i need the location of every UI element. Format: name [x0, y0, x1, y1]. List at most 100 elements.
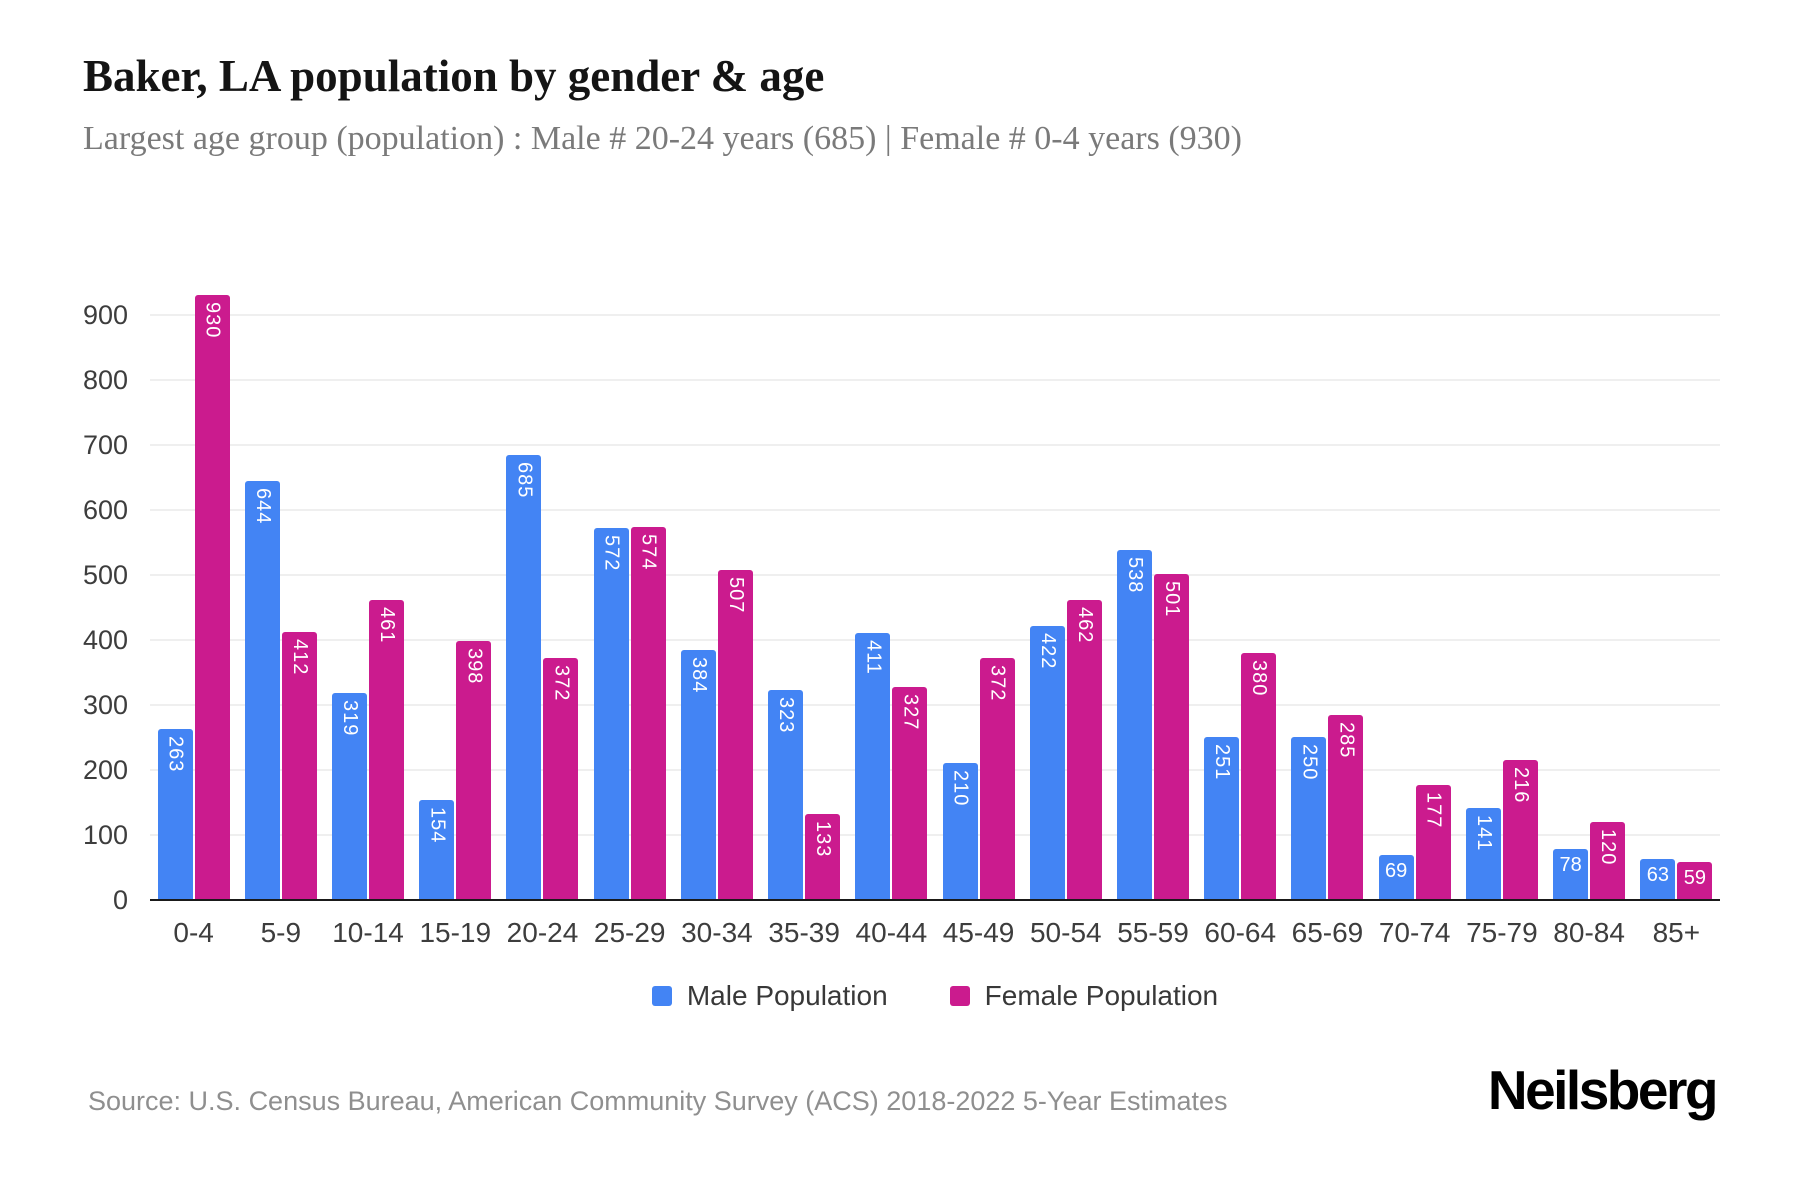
bar-male[interactable]: 210	[942, 763, 978, 900]
bar-pair: 384 507	[680, 570, 753, 900]
bar-pair: 263 930	[157, 295, 230, 900]
bar-value-label: 120	[1597, 829, 1620, 866]
bar-female[interactable]: 398	[456, 641, 492, 900]
bar-male[interactable]: 685	[506, 455, 542, 900]
bar-value-label: 263	[164, 736, 187, 773]
bar-value-label: 644	[251, 488, 274, 525]
bar-male[interactable]: 323	[768, 690, 804, 900]
bar-pair: 572 574	[593, 527, 666, 900]
y-axis-tick-label: 200	[82, 755, 128, 785]
bar-female[interactable]: 930	[194, 295, 230, 900]
bar-group: 78 120 80-84	[1546, 250, 1633, 948]
bar-value-label: 685	[513, 462, 536, 499]
bar-value-label: 538	[1124, 557, 1147, 594]
bar-female[interactable]: 462	[1066, 600, 1102, 900]
bar-group: 319 461 10-14	[324, 250, 411, 948]
bar-male[interactable]: 384	[680, 650, 716, 900]
bar-male[interactable]: 422	[1029, 626, 1065, 900]
x-axis-category-label: 25-29	[593, 917, 666, 948]
bar-female[interactable]: 501	[1154, 574, 1190, 900]
x-axis-category-label: 60-64	[1204, 917, 1277, 948]
legend-label-male: Male Population	[686, 980, 888, 1011]
bar-group: 685 372 20-24	[499, 250, 586, 948]
bar-male[interactable]: 251	[1204, 737, 1240, 900]
bar-group: 154 398 15-19	[412, 250, 499, 948]
bar-value-label: 177	[1422, 792, 1445, 829]
bar-pair: 644 412	[244, 481, 317, 900]
x-axis-category-label: 35-39	[768, 917, 840, 948]
bar-pair: 685 372	[506, 455, 579, 900]
bar-female[interactable]: 380	[1241, 653, 1277, 900]
bar-male[interactable]: 250	[1291, 737, 1327, 900]
bar-value-label: 69	[1385, 860, 1408, 882]
bar-group: 384 507 30-34	[673, 250, 760, 948]
legend-item-female[interactable]: Female Population	[949, 980, 1218, 1012]
x-axis-category-label: 20-24	[506, 917, 579, 948]
bar-pair: 78 120	[1553, 822, 1626, 900]
x-axis-category-label: 45-49	[942, 917, 1015, 948]
bar-group: 422 462 50-54	[1022, 250, 1109, 948]
bar-value-label: 372	[986, 665, 1009, 702]
bar-value-label: 285	[1335, 722, 1358, 759]
legend: Male Population Female Population	[150, 980, 1720, 1012]
bar-value-label: 412	[288, 639, 311, 676]
bar-male[interactable]: 154	[419, 800, 455, 900]
bar-female[interactable]: 216	[1502, 760, 1538, 900]
bar-group: 263 930 0-4	[150, 250, 237, 948]
bar-female[interactable]: 507	[717, 570, 753, 900]
bar-pair: 323 133	[768, 690, 841, 900]
bar-value-label: 319	[339, 700, 362, 737]
legend-swatch-female	[949, 986, 970, 1006]
bar-group: 538 501 55-59	[1109, 250, 1196, 948]
bar-female[interactable]: 59	[1677, 862, 1713, 900]
chart-title: Baker, LA population by gender & age	[83, 51, 825, 101]
bar-female[interactable]: 372	[979, 658, 1015, 900]
bar-female[interactable]: 412	[281, 632, 317, 900]
bar-value-label: 133	[812, 821, 835, 858]
bar-female[interactable]: 372	[543, 658, 579, 900]
gridline	[150, 314, 1720, 316]
y-axis-tick-label: 100	[82, 820, 128, 850]
bar-group: 250 285 65-69	[1284, 250, 1371, 948]
bar-female[interactable]: 327	[892, 687, 928, 900]
gridline	[150, 834, 1720, 836]
bar-female[interactable]: 285	[1328, 715, 1364, 900]
y-axis-tick-label: 500	[82, 560, 128, 590]
bar-value-label: 327	[899, 694, 922, 731]
bar-pair: 250 285	[1291, 715, 1364, 900]
bar-value-label: 250	[1298, 744, 1321, 781]
y-axis-tick-label: 900	[82, 300, 128, 330]
bar-male[interactable]: 78	[1553, 849, 1589, 900]
bar-male[interactable]: 538	[1117, 550, 1153, 900]
bar-value-label: 574	[637, 534, 660, 571]
y-axis-tick-label: 0	[112, 885, 128, 915]
bar-value-label: 141	[1472, 815, 1495, 852]
bar-male[interactable]: 644	[244, 481, 280, 900]
gridline	[150, 769, 1720, 771]
gridline	[150, 509, 1720, 511]
x-axis-category-label: 10-14	[332, 917, 404, 948]
bar-male[interactable]: 63	[1640, 859, 1676, 900]
neilsberg-logo: Neilsberg	[1487, 1059, 1719, 1121]
bar-male[interactable]: 319	[332, 693, 368, 900]
legend-item-male[interactable]: Male Population	[651, 980, 888, 1012]
bar-male[interactable]: 69	[1378, 855, 1414, 900]
bar-group: 141 216 75-79	[1458, 250, 1545, 948]
y-axis-tick-label: 800	[82, 365, 128, 395]
bar-value-label: 59	[1683, 867, 1706, 889]
gridline	[150, 379, 1720, 381]
bar-male[interactable]: 263	[157, 729, 193, 900]
bar-value-label: 462	[1073, 607, 1096, 644]
bar-male[interactable]: 572	[593, 528, 629, 900]
bar-group: 63 59 85+	[1633, 250, 1720, 948]
bar-female[interactable]: 133	[805, 814, 841, 900]
bar-female[interactable]: 574	[630, 527, 666, 900]
bar-female[interactable]: 120	[1590, 822, 1626, 900]
bar-female[interactable]: 461	[369, 600, 405, 900]
bar-male[interactable]: 141	[1465, 808, 1501, 900]
bar-female[interactable]: 177	[1415, 785, 1451, 900]
gridline	[150, 639, 1720, 641]
bar-male[interactable]: 411	[855, 633, 891, 900]
bar-pair: 69 177	[1378, 785, 1451, 900]
